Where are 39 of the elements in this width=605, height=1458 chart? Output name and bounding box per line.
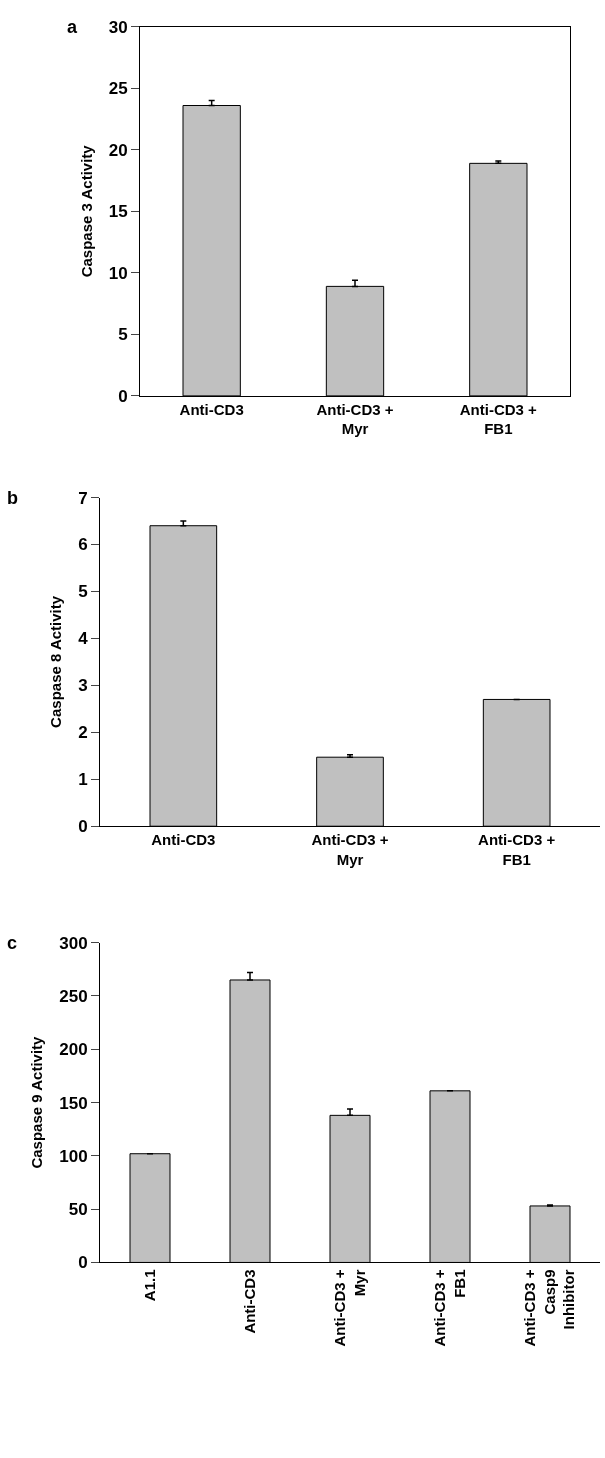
y-axis-title: Caspase 8 Activity xyxy=(47,595,65,728)
x-tick-label: Anti-CD3 + Myr xyxy=(331,1269,368,1347)
y-tick-label: 150 xyxy=(59,1093,88,1113)
y-tick-label: 3 xyxy=(78,676,88,696)
y-tick-label: 300 xyxy=(59,933,88,953)
x-tick-label: Anti-CD3 + Casp9 Inhibitor xyxy=(521,1269,578,1347)
y-tick-label: 100 xyxy=(59,1146,88,1166)
chart-title: c xyxy=(7,933,18,953)
x-tick-label: Anti-CD3 + Myr xyxy=(316,400,394,438)
chart-title: a xyxy=(67,17,78,37)
y-tick-label: 1 xyxy=(78,770,88,790)
y-tick-label: 10 xyxy=(108,263,128,283)
y-tick-label: 6 xyxy=(78,535,88,555)
y-tick-label: 2 xyxy=(78,723,88,743)
x-tick-label: Anti-CD3 xyxy=(240,1269,258,1334)
x-tick-label: Anti-CD3 + FB1 xyxy=(459,400,538,438)
x-tick-label: Anti-CD3 xyxy=(179,400,244,418)
y-tick-label: 0 xyxy=(78,1253,88,1273)
y-tick-label: 25 xyxy=(108,79,128,99)
y-tick-label: 0 xyxy=(78,817,88,837)
x-tick-label: Anti-CD3 + FB1 xyxy=(478,831,556,868)
y-tick-label: 200 xyxy=(59,1040,88,1060)
y-tick-label: 30 xyxy=(108,17,128,37)
chart-title: b xyxy=(7,488,18,508)
y-axis-title: Caspase 9 Activity xyxy=(28,1035,46,1169)
x-tick-label: Anti-CD3 xyxy=(151,831,216,849)
y-axis-title: Caspase 3 Activity xyxy=(77,144,95,278)
y-tick-label: 50 xyxy=(68,1200,88,1220)
y-tick-label: 20 xyxy=(108,140,128,160)
y-tick-label: 250 xyxy=(59,986,88,1006)
x-tick-label: A1.1 xyxy=(140,1269,158,1302)
y-tick-label: 5 xyxy=(118,325,128,345)
y-tick-label: 5 xyxy=(78,582,88,602)
y-tick-label: 15 xyxy=(108,202,128,222)
y-tick-label: 0 xyxy=(118,386,128,406)
y-tick-label: 7 xyxy=(78,488,88,508)
x-tick-label: Anti-CD3 + FB1 xyxy=(431,1269,468,1347)
x-tick-label: Anti-CD3 + Myr xyxy=(311,831,389,868)
y-tick-label: 4 xyxy=(78,629,89,649)
